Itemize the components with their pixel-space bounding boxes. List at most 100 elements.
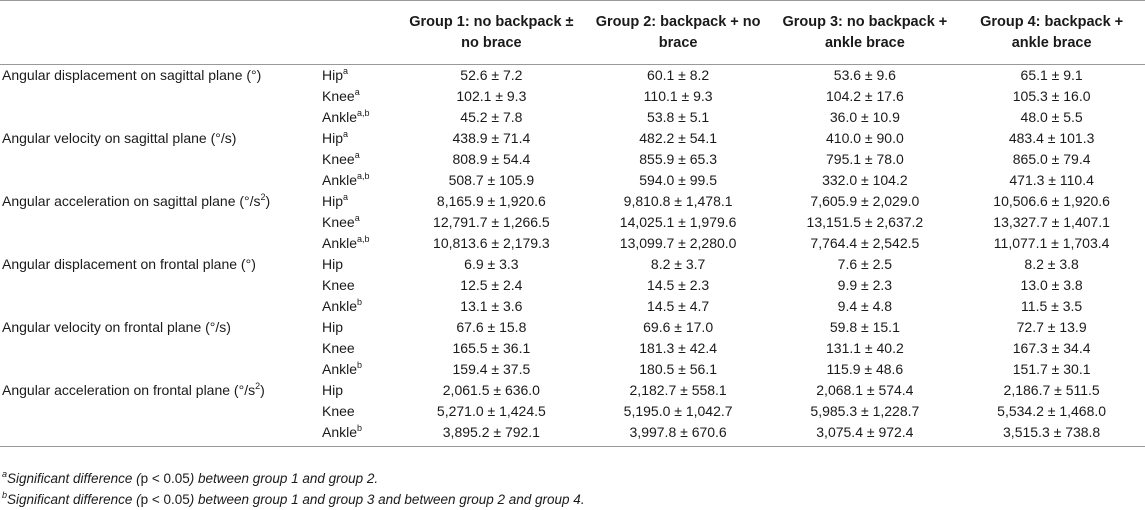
joint-text: Hip [322, 382, 344, 398]
measure-label [0, 422, 318, 447]
measure-label: Angular displacement on sagittal plane (… [0, 65, 318, 87]
measure-label: Angular acceleration on sagittal plane (… [0, 191, 318, 212]
footnote-a-p: p < 0.05 [140, 471, 190, 486]
value-cell-group-4: 11.5 ± 3.5 [1021, 298, 1083, 314]
joint-label: Anklea,b [318, 233, 398, 254]
joint-text: Hip [322, 67, 344, 83]
table-row: Angular velocity on sagittal plane (°/s)… [0, 128, 1145, 149]
value-cell-group-2: 13,099.7 ± 2,280.0 [619, 235, 737, 251]
value-cell-group-2: 594.0 ± 99.5 [639, 172, 717, 188]
table-row: Angular acceleration on frontal plane (°… [0, 380, 1145, 401]
value-cell-group-2: 69.6 ± 17.0 [643, 319, 714, 335]
table-row: Knee 5,271.0 ± 1,424.5 5,195.0 ± 1,042.7 5,… [0, 401, 1145, 422]
value-cell-group-2: 14,025.1 ± 1,979.6 [619, 214, 737, 230]
joint-text: Ankle [322, 361, 358, 377]
joint-label: Anklea,b [318, 170, 398, 191]
value-cell-group-1: 165.5 ± 36.1 [452, 340, 531, 356]
value-cell-group-3: 2,068.1 ± 574.4 [816, 382, 914, 398]
value-cell-group-3: 3,075.4 ± 972.4 [816, 424, 914, 440]
value-cell-group-2: 5,195.0 ± 1,042.7 [623, 403, 733, 419]
value-cell-group-3: 13,151.5 ± 2,637.2 [806, 214, 924, 230]
value-cell-group-4: 483.4 ± 101.3 [1008, 130, 1095, 146]
joint-text: Knee [322, 277, 355, 293]
footnote-b-p: p < 0.05 [140, 492, 190, 507]
measure-label: Angular velocity on frontal plane (°/s) [0, 317, 318, 338]
header-group-4: Group 4: backpack + ankle brace [980, 14, 1124, 51]
value-cell-group-4: 8.2 ± 3.8 [1024, 256, 1079, 272]
measure-label [0, 359, 318, 380]
value-cell-group-2: 3,997.8 ± 670.6 [629, 424, 727, 440]
value-cell-group-1: 3,895.2 ± 792.1 [442, 424, 540, 440]
header-joint [318, 1, 398, 65]
value-cell-group-1: 8,165.9 ± 1,920.6 [436, 193, 546, 209]
table-row: Ankleb 159.4 ± 37.5 180.5 ± 56.1 115.9 ± 48… [0, 359, 1145, 380]
value-cell-group-1: 52.6 ± 7.2 [460, 67, 523, 83]
measure-label [0, 212, 318, 233]
joint-label: Ankleb [318, 422, 398, 447]
significance-mark: a,b [357, 171, 370, 181]
measure-text: Angular displacement on frontal plane (°… [2, 256, 256, 272]
header-row: Group 1: no backpack ± no brace Group 2:… [0, 0, 1145, 65]
measure-tail: ) [260, 382, 265, 398]
footnote-a-text-post: ) between group 1 and group 2. [189, 471, 379, 486]
value-cell-group-1: 12.5 ± 2.4 [460, 277, 523, 293]
value-cell-group-3: 131.1 ± 40.2 [826, 340, 904, 356]
value-cell-group-1: 159.4 ± 37.5 [452, 361, 531, 377]
value-cell-group-2: 855.9 ± 65.3 [639, 151, 717, 167]
value-cell-group-3: 9.9 ± 2.3 [837, 277, 893, 293]
joint-text: Hip [322, 130, 344, 146]
significance-mark: b [357, 297, 363, 307]
measure-tail: ) [265, 193, 271, 209]
header-measure [0, 1, 318, 65]
value-cell-group-1: 67.6 ± 15.8 [456, 319, 527, 335]
value-cell-group-3: 795.1 ± 78.0 [826, 151, 904, 167]
table-row: Anklea,b 508.7 ± 105.9 594.0 ± 99.5 332.0 ±… [0, 170, 1145, 191]
value-cell-group-4: 471.3 ± 110.4 [1009, 172, 1094, 188]
value-cell-group-3: 104.2 ± 17.6 [826, 88, 904, 104]
value-cell-group-1: 808.9 ± 54.4 [452, 151, 531, 167]
footnote-b-text-post: ) between group 1 and group 3 and betwee… [189, 492, 585, 507]
footnote-b-mark: b [2, 490, 8, 500]
joint-label: Hip [318, 380, 398, 401]
table-row: Ankleb 13.1 ± 3.6 14.5 ± 4.7 9.4 ± 4.8 11.5 … [0, 296, 1145, 317]
table-row: Kneea 12,791.7 ± 1,266.5 14,025.1 ± 1,979.… [0, 212, 1145, 233]
value-cell-group-3: 59.8 ± 15.1 [829, 319, 900, 335]
significance-mark: b [357, 423, 363, 433]
value-cell-group-4: 3,515.3 ± 738.8 [1003, 424, 1101, 440]
value-cell-group-1: 2,061.5 ± 636.0 [442, 382, 540, 398]
value-cell-group-2: 482.2 ± 54.1 [639, 130, 717, 146]
table-body: Angular displacement on sagittal plane (… [0, 65, 1145, 447]
table-row: Angular velocity on frontal plane (°/s) H… [0, 317, 1145, 338]
value-cell-group-2: 8.2 ± 3.7 [650, 256, 706, 272]
joint-text: Ankle [322, 424, 358, 440]
table-row: Ankleb 3,895.2 ± 792.1 3,997.8 ± 670.6 3,07… [0, 422, 1145, 447]
table-row: Kneea 102.1 ± 9.3 110.1 ± 9.3 104.2 ± 17.6 1… [0, 86, 1145, 107]
footnote-a-mark: a [2, 469, 8, 479]
table-row: Angular acceleration on sagittal plane (… [0, 191, 1145, 212]
value-cell-group-3: 5,985.3 ± 1,228.7 [810, 403, 920, 419]
joint-label: Anklea,b [318, 107, 398, 128]
joint-text: Ankle [322, 235, 358, 251]
value-cell-group-4: 167.3 ± 34.4 [1012, 340, 1091, 356]
joint-label: Kneea [318, 212, 398, 233]
value-cell-group-4: 151.7 ± 30.1 [1012, 361, 1091, 377]
footnote-a-text-pre: Significant difference ( [7, 471, 141, 486]
joint-label: Hipa [318, 128, 398, 149]
measure-label [0, 233, 318, 254]
measure-label: Angular acceleration on frontal plane (°… [0, 380, 318, 401]
value-cell-group-3: 7.6 ± 2.5 [837, 256, 893, 272]
table-row: Angular displacement on sagittal plane (… [0, 65, 1145, 87]
joint-label: Hip [318, 317, 398, 338]
value-cell-group-4: 10,506.6 ± 1,920.6 [993, 193, 1110, 209]
significance-mark: a [343, 129, 349, 139]
value-cell-group-4: 13.0 ± 3.8 [1020, 277, 1083, 293]
value-cell-group-4: 11,077.1 ± 1,703.4 [993, 235, 1110, 251]
value-cell-group-1: 10,813.6 ± 2,179.3 [433, 235, 550, 251]
joint-text: Hip [322, 193, 344, 209]
table-row: Knee 12.5 ± 2.4 14.5 ± 2.3 9.9 ± 2.3 13.0 ± … [0, 275, 1145, 296]
value-cell-group-4: 13,327.7 ± 1,407.1 [993, 214, 1110, 230]
value-cell-group-3: 9.4 ± 4.8 [837, 298, 893, 314]
value-cell-group-3: 36.0 ± 10.9 [829, 109, 900, 125]
value-cell-group-3: 7,764.4 ± 2,542.5 [810, 235, 920, 251]
footnote-b: bSignificant difference (p < 0.05) betwe… [0, 489, 585, 510]
